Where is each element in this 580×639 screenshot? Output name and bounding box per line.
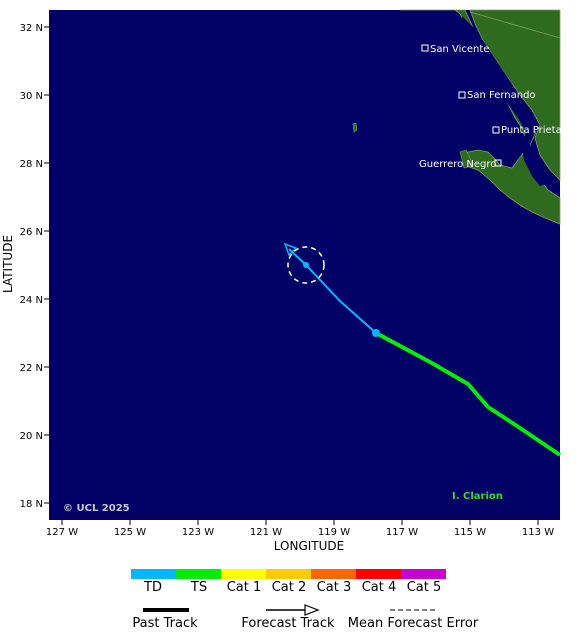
copyright-text: © UCL 2025: [63, 503, 130, 514]
lat-tick-label: 24 N: [20, 295, 43, 306]
past-track: [375, 331, 562, 457]
legend-swatch-cat3: [311, 569, 356, 579]
mean-error-label: Mean Forecast Error: [348, 616, 479, 631]
city-label: San Fernando: [467, 90, 536, 101]
legend-label: Cat 5: [407, 580, 442, 595]
city-marker-icon: [492, 126, 500, 134]
lon-tick-label: 125 W: [114, 527, 146, 538]
x-axis-title: LONGITUDE: [274, 539, 344, 553]
legend-swatch-cat1: [221, 569, 266, 579]
forecast-error-circle: [287, 246, 325, 284]
lat-tick-label: 28 N: [20, 159, 43, 170]
island-cedros: [459, 149, 473, 169]
y-axis-title: LATITUDE: [1, 235, 15, 293]
category-legend: TD TS Cat 1 Cat 2 Cat 3 Cat 4 Cat 5: [131, 569, 446, 595]
current-position-marker: [372, 329, 380, 337]
legend-label: Cat 3: [317, 580, 352, 595]
forecast-arrow-icon: [283, 242, 298, 257]
lon-tick-label: 113 W: [522, 527, 554, 538]
city-san-vicente: San Vicente: [421, 44, 489, 55]
city-marker-icon: [494, 159, 502, 167]
lat-tick-label: 18 N: [20, 499, 43, 510]
lon-tick-labels: 127 W 125 W 123 W 121 W 119 W 117 W 115 …: [46, 527, 554, 538]
lat-tick-label: 30 N: [20, 91, 43, 102]
lon-tick-label: 123 W: [182, 527, 214, 538]
forecast-point-marker: [303, 262, 309, 268]
city-label: San Vicente: [430, 44, 489, 55]
lat-tick-label: 32 N: [20, 23, 43, 34]
past-track-label: Past Track: [132, 616, 198, 631]
legend-label: TD: [143, 580, 162, 595]
city-san-fernando: San Fernando: [458, 90, 536, 101]
legend-label: Cat 4: [362, 580, 397, 595]
city-marker-icon: [421, 44, 429, 52]
gulf-of-california: [462, 16, 546, 186]
lon-tick-label: 117 W: [386, 527, 418, 538]
lat-tick-label: 22 N: [20, 363, 43, 374]
city-punta-prieta: Punta Prieta: [492, 125, 562, 136]
track-legend: Past Track Forecast Track Mean Forecast …: [132, 604, 479, 631]
border-line: [469, 11, 561, 39]
city-guerrero-negro: Guerrero Negro: [419, 159, 502, 170]
storm-name-label: I. Clarion: [452, 491, 503, 502]
lon-ticks: [61, 520, 539, 525]
legend-label: Cat 2: [272, 580, 307, 595]
city-label: Punta Prieta: [501, 125, 562, 136]
city-marker-icon: [458, 91, 466, 99]
legend-swatch-cat2: [266, 569, 311, 579]
legend-swatch-cat5: [401, 569, 446, 579]
legend-swatch-td: [131, 569, 176, 579]
legend-swatch-cat4: [356, 569, 401, 579]
lon-tick-label: 127 W: [46, 527, 78, 538]
forecast-track-label: Forecast Track: [241, 616, 335, 631]
lat-tick-label: 26 N: [20, 227, 43, 238]
lat-tick-label: 20 N: [20, 431, 43, 442]
lat-tick-labels: 32 N 30 N 28 N 26 N 24 N 22 N 20 N 18 N: [20, 23, 43, 510]
lon-tick-label: 121 W: [250, 527, 282, 538]
legend-label: TS: [190, 580, 207, 595]
city-label: Guerrero Negro: [419, 159, 496, 170]
island-guadalupe: [352, 122, 358, 133]
lon-tick-label: 115 W: [454, 527, 486, 538]
lat-ticks: [44, 26, 49, 504]
lon-tick-label: 119 W: [318, 527, 350, 538]
forecast-track: [288, 248, 377, 334]
forecast-arrow-legend-icon: [304, 604, 320, 616]
legend-label: Cat 1: [227, 580, 262, 595]
legend-swatch-ts: [176, 569, 221, 579]
